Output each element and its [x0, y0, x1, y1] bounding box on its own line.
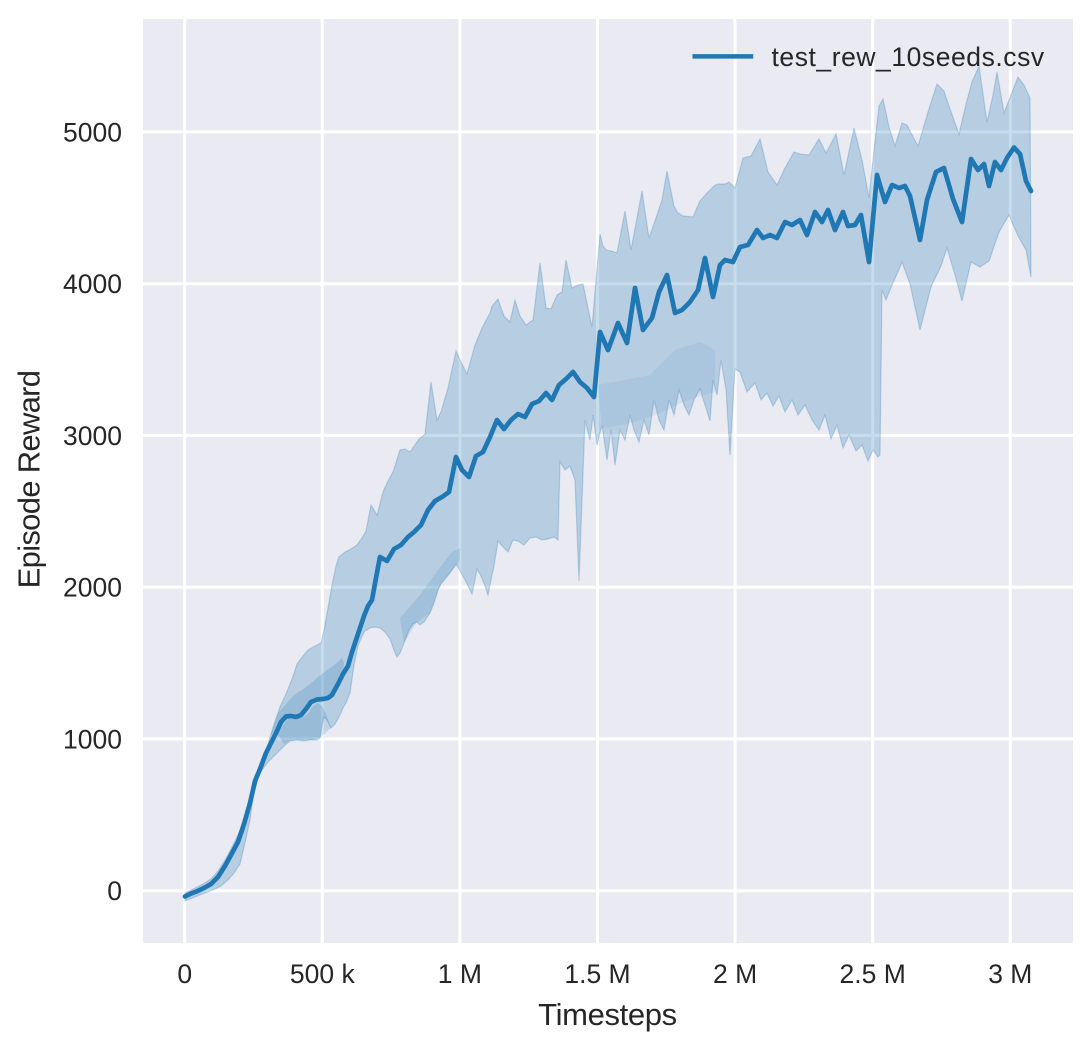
svg-text:1000: 1000 [63, 724, 122, 754]
svg-text:500 k: 500 k [290, 959, 356, 989]
svg-text:2 M: 2 M [713, 959, 757, 989]
svg-text:Episode Reward: Episode Reward [12, 371, 47, 589]
svg-text:test_rew_10seeds.csv: test_rew_10seeds.csv [772, 42, 1045, 72]
svg-text:3 M: 3 M [988, 959, 1032, 989]
svg-text:2.5 M: 2.5 M [840, 959, 906, 989]
svg-text:Timesteps: Timesteps [538, 997, 677, 1032]
svg-text:3000: 3000 [63, 421, 122, 451]
svg-text:1.5 M: 1.5 M [564, 959, 630, 989]
svg-text:0: 0 [107, 876, 122, 906]
svg-text:4000: 4000 [63, 269, 122, 299]
svg-text:5000: 5000 [63, 117, 122, 147]
svg-text:2000: 2000 [63, 573, 122, 603]
svg-text:1 M: 1 M [438, 959, 482, 989]
svg-text:0: 0 [177, 959, 192, 989]
